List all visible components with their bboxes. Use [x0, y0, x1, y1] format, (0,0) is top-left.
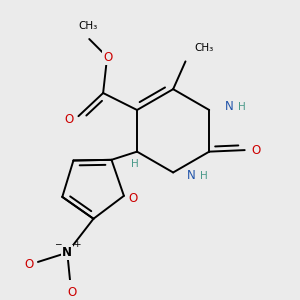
Text: O: O — [67, 286, 76, 299]
Text: N: N — [62, 246, 72, 259]
Text: N: N — [225, 100, 234, 113]
Text: −: − — [54, 239, 62, 248]
Text: CH₃: CH₃ — [194, 43, 213, 53]
Text: CH₃: CH₃ — [78, 21, 97, 31]
Text: H: H — [238, 102, 245, 112]
Text: O: O — [24, 258, 33, 271]
Text: +: + — [73, 239, 80, 248]
Text: N: N — [187, 169, 196, 182]
Text: H: H — [131, 159, 139, 169]
Text: O: O — [64, 113, 73, 126]
Text: O: O — [103, 51, 112, 64]
Text: H: H — [200, 171, 208, 181]
Text: O: O — [252, 144, 261, 157]
Text: O: O — [128, 192, 137, 206]
